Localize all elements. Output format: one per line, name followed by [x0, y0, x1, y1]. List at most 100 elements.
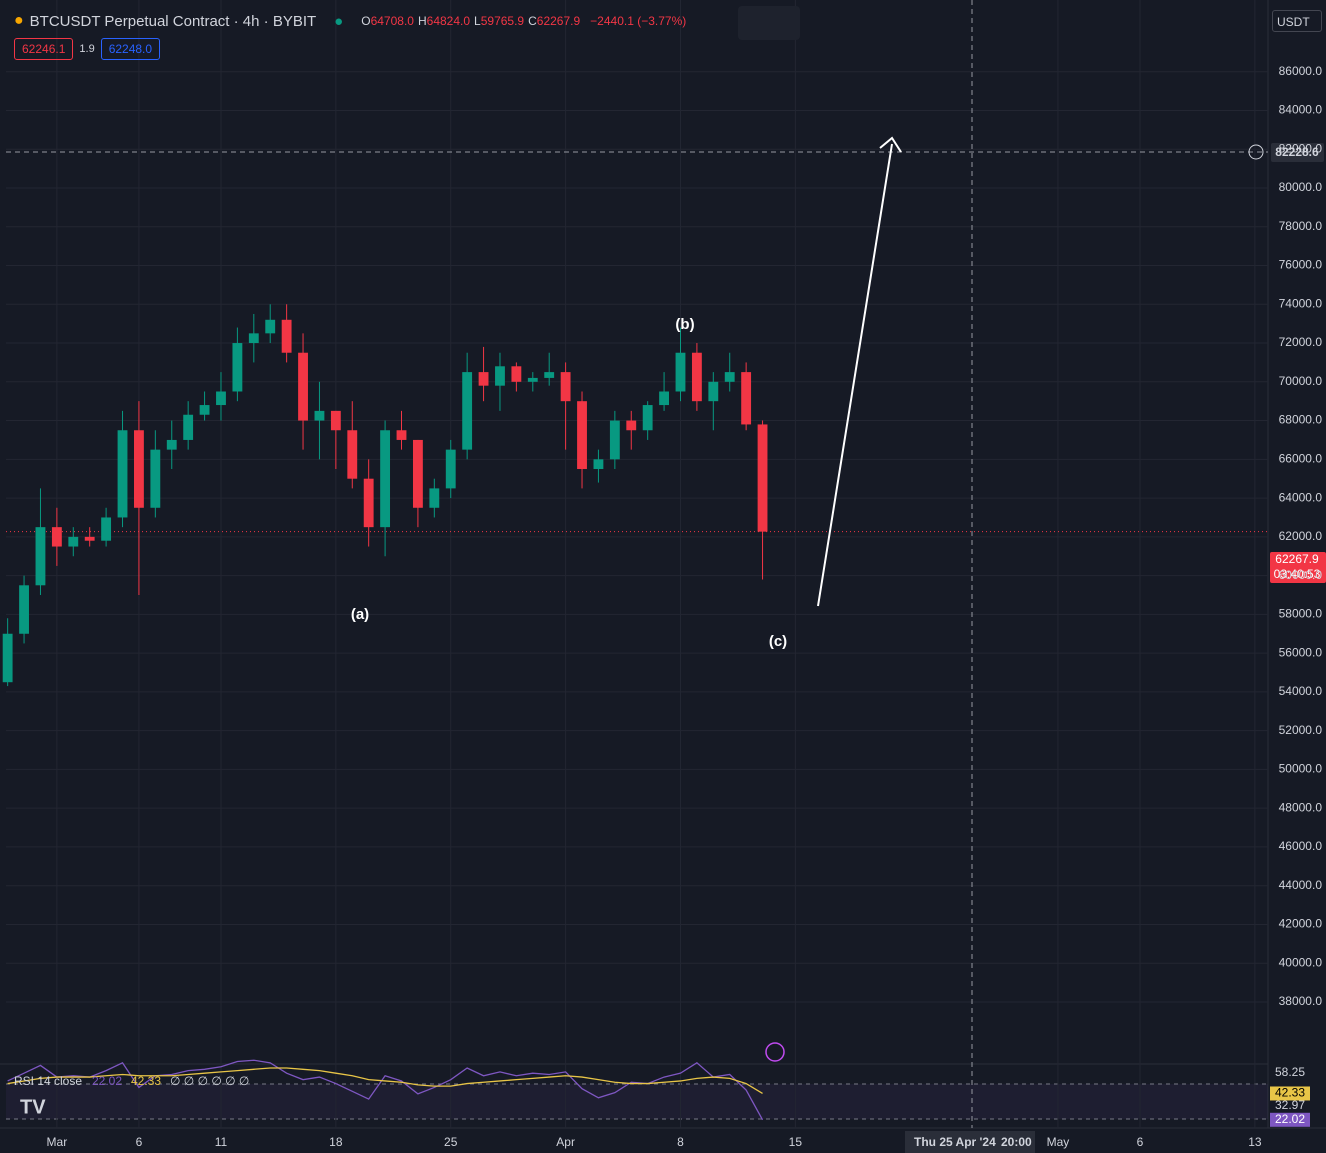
candle-body: [330, 410, 341, 431]
y-tick-label: 38000.0: [1279, 994, 1323, 1008]
arrow-line: [817, 143, 893, 607]
price-tag-bg: [1270, 552, 1326, 583]
rsi-ma-tag-bg: [1270, 1086, 1310, 1101]
buy-button[interactable]: 62248.0: [100, 38, 161, 60]
rsi-tag-bg: [1270, 1112, 1310, 1127]
x-tick-label: Mar: [47, 1135, 68, 1149]
y-tick-label: 52000.0: [1279, 723, 1323, 737]
arrow-head: [879, 136, 902, 153]
ohlc-key: H: [417, 14, 427, 28]
candle-body: [642, 405, 653, 431]
candle-body: [593, 459, 604, 470]
rsi-tag: 22.02: [1275, 1112, 1305, 1126]
y-tick-label: 62000.0: [1279, 529, 1323, 543]
candle-body: [462, 372, 473, 450]
candle-body: [265, 319, 276, 334]
candle-body: [166, 439, 177, 450]
y-tick-label: 66000.0: [1279, 451, 1323, 465]
x-tick-label: 25: [444, 1135, 458, 1149]
y-tick-label: 74000.0: [1279, 296, 1323, 310]
wave-label: (b): [675, 316, 694, 333]
candle-body: [298, 352, 308, 421]
candle-body: [724, 372, 735, 382]
crosshair-time: Thu 25 Apr '24: [914, 1135, 996, 1149]
candle-body: [216, 391, 226, 406]
candle-body: [544, 372, 555, 378]
candle-body: [495, 366, 505, 386]
candle-body: [691, 352, 702, 402]
status-dot: ●: [334, 12, 344, 30]
candle-body: [68, 536, 79, 547]
crosshair-price: 82228.6: [1275, 145, 1319, 159]
candle-body: [577, 401, 587, 470]
add-button[interactable]: [1248, 144, 1264, 160]
symbol: BTCUSDT Perpetual Contract · 4h · BYBIT: [29, 12, 317, 30]
y-tick-label: 68000.0: [1279, 413, 1323, 427]
sell-button[interactable]: 62246.1: [14, 38, 74, 60]
candle-body: [51, 527, 62, 547]
candle-body: [183, 414, 194, 440]
candle-body: [560, 372, 571, 402]
ohlc-key: L: [474, 14, 481, 28]
ohlc-value: 64824.0: [426, 14, 471, 28]
ohlc-key: O: [361, 14, 371, 28]
candle-body: [281, 319, 292, 353]
candle-body: [626, 420, 637, 431]
y-tick-label: 46000.0: [1279, 839, 1323, 853]
x-tick-label: May: [1047, 1135, 1070, 1149]
x-tick-label: 15: [789, 1135, 803, 1149]
ohlc-value: 59765.9: [480, 14, 525, 28]
x-tick-label: 11: [215, 1135, 228, 1149]
crosshair-clock: 20:00: [1001, 1135, 1032, 1149]
currency-select[interactable]: USDT: [1272, 10, 1322, 32]
candle-body: [314, 410, 325, 421]
rsi-ma-tag: 42.33: [1275, 1086, 1305, 1100]
y-tick-label: 50000.0: [1279, 762, 1323, 776]
logo: TV: [20, 1096, 46, 1118]
rsi-ma-line: [7, 1067, 763, 1095]
candle-body: [199, 405, 210, 415]
change: −2440.1 (−3.77%): [590, 14, 687, 28]
x-tick-label: 13: [1248, 1135, 1262, 1149]
y-tick-label: 64000.0: [1279, 490, 1323, 504]
y-tick-label: 76000.0: [1279, 258, 1323, 272]
x-tick-label: Apr: [556, 1135, 575, 1149]
rsi-axis-label: 58.25: [1275, 1065, 1305, 1079]
y-tick-label: 72000.0: [1279, 335, 1323, 349]
y-tick-label: 60000.0: [1279, 568, 1323, 582]
candle-body: [609, 420, 620, 460]
spread: 1.9: [79, 43, 95, 55]
x-tick-label: 6: [1137, 1135, 1144, 1149]
candle-body: [741, 372, 752, 425]
y-tick-label: 54000.0: [1279, 684, 1323, 698]
rsi-axis-label: 32.97: [1275, 1098, 1305, 1112]
candle-body: [757, 424, 768, 532]
x-tick-label: 18: [329, 1135, 343, 1149]
candle-body: [511, 366, 522, 382]
candle-body: [84, 536, 95, 541]
candle-body: [19, 585, 29, 634]
rsi-axis-label-bg: [1270, 1098, 1310, 1113]
alert-icon[interactable]: [765, 1042, 785, 1062]
rsi-value: 22.02: [92, 1074, 122, 1088]
y-tick-label: 48000.0: [1279, 800, 1323, 814]
candle-body: [35, 527, 46, 586]
y-tick-label: 78000.0: [1279, 219, 1323, 233]
candle-body: [396, 430, 407, 440]
crosshair-price-bg: [1271, 143, 1324, 162]
rsi-extra: ∅ ∅ ∅ ∅ ∅ ∅: [170, 1074, 249, 1088]
candle-body: [527, 377, 538, 382]
wave-label: (a): [351, 606, 369, 623]
ohlc-key: C: [528, 14, 537, 28]
rsi-band: [6, 1084, 1268, 1119]
candle-body: [117, 430, 128, 518]
x-tick-label: 6: [136, 1135, 143, 1149]
candle-body: [675, 352, 686, 392]
trade-badges: 62246.1 1.9 62248.0: [14, 38, 161, 60]
toolbar: [738, 6, 800, 40]
rsi-line: [7, 1059, 764, 1121]
candle-body: [478, 372, 489, 386]
ohlc: O64708.0 H64824.0 L59765.9 C62267.9: [361, 14, 584, 28]
